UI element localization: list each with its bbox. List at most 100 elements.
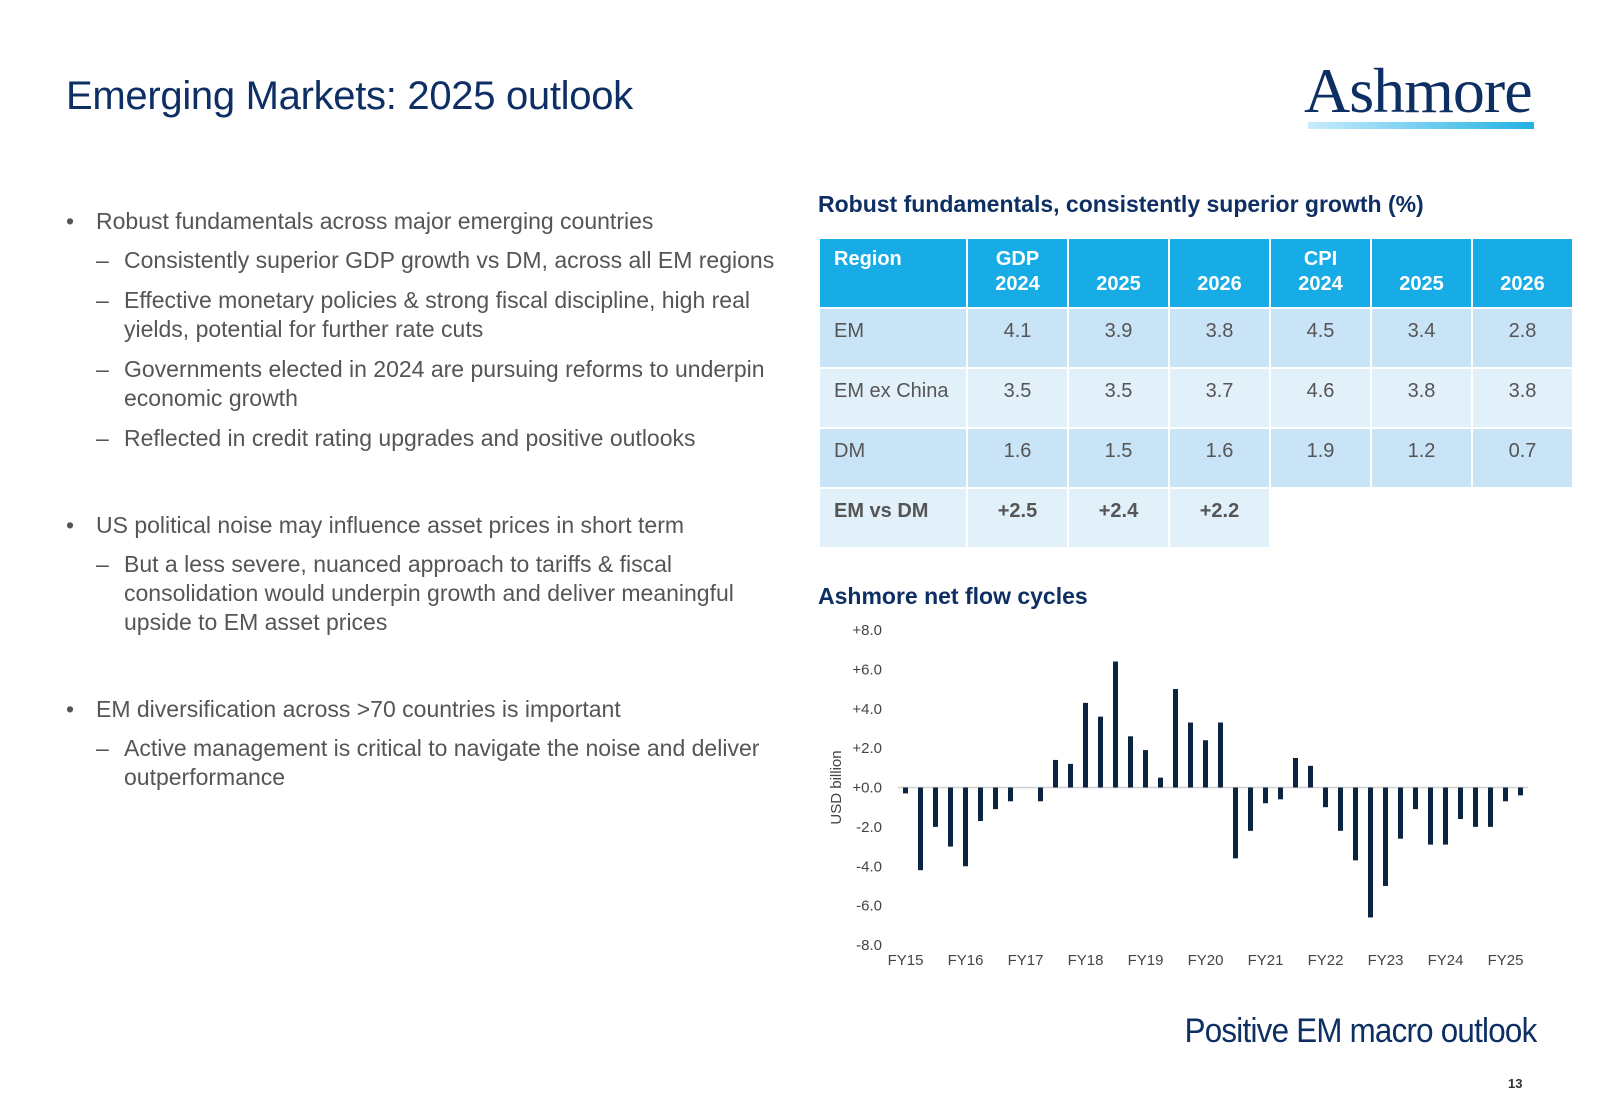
growth-table: Region GDP 2024 2025 2026 CPI 2024 2025 20… xyxy=(818,237,1574,549)
cell-empty xyxy=(1372,489,1471,547)
y-tick-label: +6.0 xyxy=(852,661,882,678)
flow-bar xyxy=(1398,787,1403,839)
cell: +2.5 xyxy=(968,489,1067,547)
ashmore-logo: Ashmore xyxy=(1304,54,1536,134)
x-tick-label: FY23 xyxy=(1368,952,1404,969)
flow-bar xyxy=(993,787,998,810)
dash-icon: – xyxy=(96,551,109,577)
net-flow-chart: +8.0 +6.0 +4.0 +2.0 +0.0 -2.0 -4.0 -6.0 -8.0 USD … xyxy=(828,622,1528,969)
page-number: 13 xyxy=(1508,1076,1523,1091)
bullet-dot-icon: • xyxy=(66,696,75,722)
page-title: Emerging Markets: 2025 outlook xyxy=(66,74,633,118)
cell: 4.5 xyxy=(1271,309,1370,367)
flow-bar xyxy=(918,787,923,871)
cell: +2.4 xyxy=(1069,489,1168,547)
flow-bar xyxy=(1188,722,1193,788)
flow-bar xyxy=(1158,777,1163,788)
cell: 4.6 xyxy=(1271,369,1370,427)
header-cpi-2026: 2026 xyxy=(1473,239,1572,307)
cell: 3.8 xyxy=(1372,369,1471,427)
flow-bar xyxy=(1413,787,1418,810)
flow-bar xyxy=(1293,757,1298,788)
flow-bar xyxy=(1428,787,1433,845)
chart-title: Ashmore net flow cycles xyxy=(818,583,1088,609)
x-tick-label: FY16 xyxy=(948,952,984,969)
dash-icon: – xyxy=(96,247,109,273)
flow-bar xyxy=(1053,759,1058,788)
flow-bar xyxy=(1488,787,1493,827)
flow-bar xyxy=(1203,740,1208,788)
cell-empty xyxy=(1473,489,1572,547)
x-tick-label: FY18 xyxy=(1068,952,1104,969)
flow-bar xyxy=(1008,787,1013,802)
cell: 3.5 xyxy=(968,369,1067,427)
flow-bar xyxy=(1473,787,1478,827)
flow-bar xyxy=(1248,787,1253,831)
sub-bullet-item: – Governments elected in 2024 are pursuin… xyxy=(96,356,765,411)
y-tick-label: -4.0 xyxy=(856,858,882,875)
table-header-row: Region GDP 2024 2025 2026 CPI 2024 2025 20… xyxy=(820,239,1572,307)
bullet-dot-icon: • xyxy=(66,208,75,234)
flow-bar xyxy=(1353,787,1358,861)
bullet-item: • US political noise may influence asset … xyxy=(66,512,685,538)
flow-bar xyxy=(1503,787,1508,802)
row-label: EM vs DM xyxy=(820,489,966,547)
cell: 3.5 xyxy=(1069,369,1168,427)
cell: 1.9 xyxy=(1271,429,1370,487)
cell: 4.1 xyxy=(968,309,1067,367)
bullet-group: • US political noise may influence asset … xyxy=(66,511,806,637)
cell: 1.6 xyxy=(968,429,1067,487)
bullet-group: • EM diversification across >70 countries… xyxy=(66,695,806,792)
flow-bar xyxy=(1038,787,1043,802)
bullet-dot-icon: • xyxy=(66,512,75,538)
cell: 1.5 xyxy=(1069,429,1168,487)
sub-bullet-item: – Reflected in credit rating upgrades and… xyxy=(96,425,696,451)
sub-bullet-item: – Effective monetary policies & strong fi… xyxy=(96,287,750,342)
row-label: EM xyxy=(820,309,966,367)
flow-bar xyxy=(1233,787,1238,859)
y-axis-label: USD billion xyxy=(828,750,845,824)
flow-bar xyxy=(1278,787,1283,800)
bullet-group: • Robust fundamentals across major emergi… xyxy=(66,207,806,453)
y-tick-label: +8.0 xyxy=(852,622,882,639)
header-region: Region xyxy=(820,239,966,307)
flow-bar xyxy=(1098,716,1103,788)
logo-wordmark: Ashmore xyxy=(1304,55,1533,126)
flow-bar xyxy=(1308,765,1313,788)
tagline: Positive EM macro outlook xyxy=(1184,1012,1537,1050)
cell: 3.4 xyxy=(1372,309,1471,367)
table-row: EM vs DM +2.5 +2.4 +2.2 xyxy=(820,489,1572,547)
flow-bar xyxy=(903,787,908,794)
x-tick-label: FY20 xyxy=(1188,952,1224,969)
y-tick-label: +0.0 xyxy=(852,780,882,797)
flow-bar xyxy=(1068,763,1073,788)
flow-bar xyxy=(1083,702,1088,788)
header-cpi-2025: 2025 xyxy=(1372,239,1471,307)
sub-bullet-item: – Active management is critical to naviga… xyxy=(96,735,760,790)
flow-bar xyxy=(1383,787,1388,886)
cell: +2.2 xyxy=(1170,489,1269,547)
flow-bar xyxy=(1323,787,1328,808)
x-tick-label: FY22 xyxy=(1308,952,1344,969)
header-gdp-2025: 2025 xyxy=(1069,239,1168,307)
cell: 1.2 xyxy=(1372,429,1471,487)
header-gdp-2024: GDP 2024 xyxy=(968,239,1067,307)
flow-bar xyxy=(1338,787,1343,831)
flow-bar xyxy=(963,787,968,867)
x-tick-label: FY25 xyxy=(1488,952,1524,969)
flow-bar xyxy=(1263,787,1268,804)
flow-bar xyxy=(1173,689,1178,788)
dash-icon: – xyxy=(96,735,109,761)
bullet-list: • Robust fundamentals across major emergi… xyxy=(66,207,806,850)
y-tick-label: +4.0 xyxy=(852,701,882,718)
x-tick-label: FY21 xyxy=(1248,952,1284,969)
flow-bar xyxy=(1443,787,1448,845)
dash-icon: – xyxy=(96,425,109,451)
header-cpi-2024: CPI 2024 xyxy=(1271,239,1370,307)
x-tick-label: FY15 xyxy=(888,952,924,969)
flow-bar xyxy=(1113,661,1118,788)
cell: 3.8 xyxy=(1473,369,1572,427)
dash-icon: – xyxy=(96,287,109,313)
cell-empty xyxy=(1271,489,1370,547)
cell: 3.7 xyxy=(1170,369,1269,427)
